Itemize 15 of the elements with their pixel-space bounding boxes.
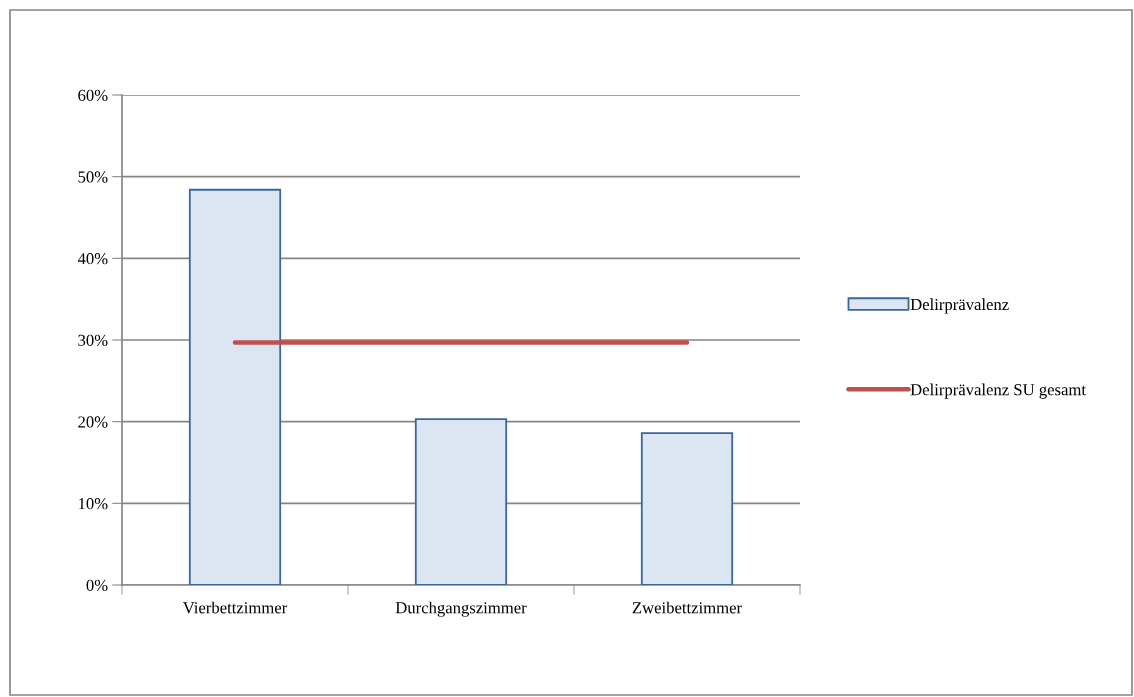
x-tick-label: Vierbettzimmer <box>182 601 288 614</box>
bar <box>414 418 508 585</box>
y-tick-label: 30% <box>78 334 108 346</box>
bar <box>188 188 282 585</box>
y-tick-label: 40% <box>77 253 108 265</box>
y-tick-label: 20% <box>78 416 108 428</box>
y-tick-label: 10% <box>79 498 108 510</box>
x-tick-label: Zweibettzimmer <box>632 601 742 614</box>
legend-label: Delirprävalenz <box>910 298 1009 314</box>
legend-label: Delirprävalenz SU gesamt <box>910 383 1086 399</box>
y-tick-label: 0% <box>86 579 108 591</box>
y-tick-label: 50% <box>78 171 108 183</box>
y-tick-label: 60% <box>78 89 108 101</box>
bar <box>640 432 734 585</box>
x-tick-label: Durchgangszimmer <box>395 601 527 617</box>
